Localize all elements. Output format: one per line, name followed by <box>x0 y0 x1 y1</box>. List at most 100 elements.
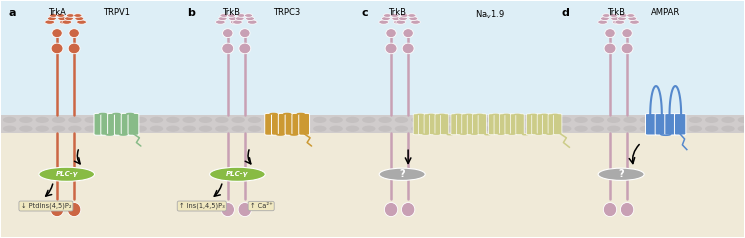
Ellipse shape <box>611 17 620 20</box>
Ellipse shape <box>591 126 604 132</box>
Ellipse shape <box>378 117 392 123</box>
Ellipse shape <box>383 14 391 17</box>
Ellipse shape <box>3 117 16 123</box>
Ellipse shape <box>19 126 33 132</box>
Ellipse shape <box>509 117 522 123</box>
Ellipse shape <box>346 117 359 123</box>
Ellipse shape <box>640 117 653 123</box>
Ellipse shape <box>346 126 359 132</box>
Ellipse shape <box>624 126 637 132</box>
Text: c: c <box>361 8 368 19</box>
Ellipse shape <box>74 14 82 17</box>
Text: TRPC3: TRPC3 <box>273 8 301 17</box>
Ellipse shape <box>229 17 238 20</box>
Ellipse shape <box>232 117 245 123</box>
Ellipse shape <box>574 117 588 123</box>
Ellipse shape <box>49 14 57 17</box>
Ellipse shape <box>84 117 98 123</box>
Ellipse shape <box>542 117 555 123</box>
Ellipse shape <box>411 126 425 132</box>
Ellipse shape <box>329 126 343 132</box>
Ellipse shape <box>395 117 408 123</box>
Ellipse shape <box>390 14 399 17</box>
Ellipse shape <box>672 126 685 132</box>
Ellipse shape <box>411 117 425 123</box>
Ellipse shape <box>460 126 473 132</box>
FancyBboxPatch shape <box>121 113 132 135</box>
Ellipse shape <box>688 117 702 123</box>
Ellipse shape <box>378 126 392 132</box>
Ellipse shape <box>48 17 57 20</box>
Ellipse shape <box>183 126 196 132</box>
Ellipse shape <box>705 117 718 123</box>
Ellipse shape <box>235 17 244 20</box>
Ellipse shape <box>476 126 489 132</box>
FancyBboxPatch shape <box>554 114 562 135</box>
Ellipse shape <box>3 126 16 132</box>
Ellipse shape <box>220 14 228 17</box>
Ellipse shape <box>117 126 130 132</box>
FancyBboxPatch shape <box>279 113 289 135</box>
Ellipse shape <box>656 126 670 132</box>
Ellipse shape <box>640 126 653 132</box>
Ellipse shape <box>69 117 81 123</box>
Text: b: b <box>187 8 195 19</box>
Ellipse shape <box>222 43 234 54</box>
Bar <box>1 115 744 133</box>
FancyBboxPatch shape <box>494 114 502 135</box>
Ellipse shape <box>101 126 114 132</box>
Ellipse shape <box>52 29 63 38</box>
Ellipse shape <box>36 126 49 132</box>
FancyBboxPatch shape <box>299 113 310 135</box>
Ellipse shape <box>428 117 441 123</box>
Ellipse shape <box>297 126 310 132</box>
Ellipse shape <box>62 20 72 24</box>
FancyBboxPatch shape <box>505 114 513 135</box>
Ellipse shape <box>622 29 633 38</box>
Ellipse shape <box>621 203 634 217</box>
Ellipse shape <box>280 117 294 123</box>
Ellipse shape <box>607 117 621 123</box>
Ellipse shape <box>621 43 633 54</box>
FancyBboxPatch shape <box>451 114 459 135</box>
Ellipse shape <box>248 126 261 132</box>
Ellipse shape <box>738 117 745 123</box>
FancyBboxPatch shape <box>542 114 551 135</box>
FancyBboxPatch shape <box>674 114 686 135</box>
Ellipse shape <box>329 117 343 123</box>
FancyBboxPatch shape <box>424 114 432 135</box>
Ellipse shape <box>591 117 604 123</box>
FancyBboxPatch shape <box>510 114 519 135</box>
Ellipse shape <box>378 20 388 24</box>
Ellipse shape <box>238 203 252 217</box>
Ellipse shape <box>395 126 408 132</box>
FancyBboxPatch shape <box>271 113 282 135</box>
Ellipse shape <box>39 167 95 181</box>
Ellipse shape <box>509 126 522 132</box>
Text: TRPV1: TRPV1 <box>103 8 130 17</box>
Ellipse shape <box>183 117 196 123</box>
Ellipse shape <box>721 117 735 123</box>
Ellipse shape <box>57 14 65 17</box>
FancyBboxPatch shape <box>292 113 302 135</box>
Ellipse shape <box>248 117 261 123</box>
Ellipse shape <box>237 14 245 17</box>
Ellipse shape <box>400 14 408 17</box>
FancyBboxPatch shape <box>101 113 112 135</box>
Ellipse shape <box>133 117 147 123</box>
Text: a: a <box>9 8 16 19</box>
Ellipse shape <box>52 117 66 123</box>
FancyBboxPatch shape <box>645 114 657 135</box>
Ellipse shape <box>58 17 67 20</box>
FancyBboxPatch shape <box>264 113 276 135</box>
Ellipse shape <box>150 126 163 132</box>
Ellipse shape <box>68 203 80 217</box>
FancyBboxPatch shape <box>537 114 545 135</box>
Ellipse shape <box>403 29 413 38</box>
FancyBboxPatch shape <box>526 114 535 135</box>
Ellipse shape <box>19 117 33 123</box>
Text: d: d <box>562 8 570 19</box>
Ellipse shape <box>384 203 398 217</box>
Ellipse shape <box>264 117 277 123</box>
FancyBboxPatch shape <box>419 114 427 135</box>
